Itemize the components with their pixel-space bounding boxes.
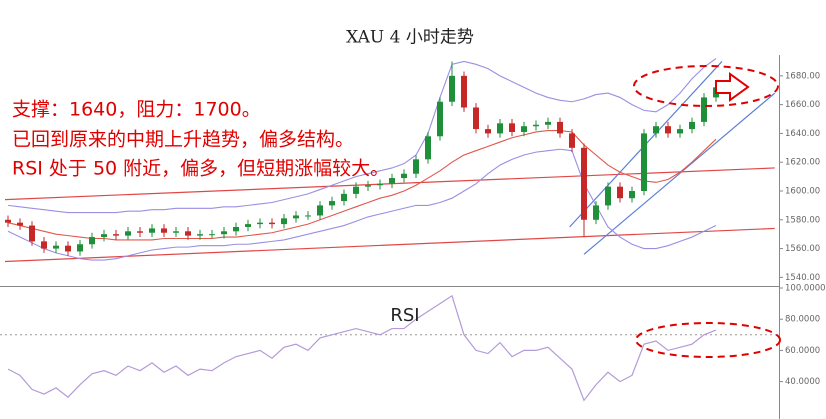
candle-body (569, 133, 575, 148)
chart-title: XAU 4 小时走势 (346, 28, 474, 48)
y-tick-label: 1560.00 (785, 244, 820, 254)
candle-body (77, 244, 83, 252)
candle-body (461, 75, 467, 108)
rsi-line (7, 294, 717, 402)
candle-body (401, 173, 407, 179)
candle-body (533, 124, 539, 127)
candle-body (185, 231, 191, 236)
candle-body (413, 159, 419, 174)
candle-body (17, 222, 23, 226)
y-tick-label: 1680.00 (785, 71, 820, 81)
rsi-panel: 40.0000 60.0000 80.0000 100.0000 (0, 284, 826, 402)
y-tick-label: 80.0000 (785, 315, 820, 325)
candle-body (425, 136, 431, 160)
candle-body (41, 241, 47, 249)
y-tick-label: 1540.00 (785, 273, 820, 283)
candle-body (269, 222, 275, 225)
trend-line (4, 227, 775, 263)
candle-body (497, 123, 503, 134)
candle-body (665, 126, 671, 134)
candle-body (473, 107, 479, 130)
highlight-ellipse (635, 322, 781, 358)
candle-body (389, 178, 395, 184)
candle-body (5, 219, 11, 223)
arrow (715, 72, 750, 102)
y-tick-label: 40.0000 (785, 377, 820, 387)
candle-body (221, 231, 227, 235)
candle-body (305, 215, 311, 217)
overlay-line (7, 129, 717, 241)
candle-body (689, 121, 695, 130)
candle-body (353, 186, 359, 194)
candle-body (209, 234, 215, 236)
candle-body (341, 193, 347, 202)
candle-body (317, 205, 323, 216)
candle-body (197, 234, 203, 236)
candle-body (557, 121, 563, 134)
candle-body (113, 234, 119, 236)
annotation: RSI 处于 50 附近，偏多，但短期涨幅较大。 (12, 158, 389, 180)
candle-body (161, 228, 167, 233)
candle-body (677, 129, 683, 134)
candle-body (245, 224, 251, 227)
candle-body (233, 226, 239, 232)
candle-body (701, 97, 707, 122)
candle-body (485, 129, 491, 134)
candle-body (29, 225, 35, 242)
candle-body (293, 215, 299, 219)
candle-body (509, 123, 515, 132)
y-tick-label: 1640.00 (785, 129, 820, 139)
candle-body (53, 245, 59, 249)
candle-body (641, 133, 647, 191)
candle-body (281, 218, 287, 225)
candle-body (137, 231, 143, 233)
y-tick-label: 100.0000 (785, 284, 826, 294)
candle-body (149, 228, 155, 233)
candle-body (257, 222, 263, 225)
candle-body (65, 245, 71, 252)
annotation: 支撑：1640，阻力：1700。 (12, 99, 261, 121)
candle-body (653, 126, 659, 134)
candle-body (449, 75, 455, 102)
candle-body (365, 185, 371, 187)
candle-body (173, 231, 179, 233)
candle-body (437, 101, 443, 137)
candle-body (581, 147, 587, 220)
candle-body (545, 121, 551, 125)
y-tick-label: 60.0000 (785, 346, 820, 356)
candle-body (125, 231, 131, 236)
candle-body (89, 237, 95, 245)
candle-body (521, 126, 527, 132)
candle-body (617, 186, 623, 199)
annotation: 已回到原来的中期上升趋势，偏多结构。 (12, 129, 354, 151)
highlight-ellipse (633, 65, 779, 107)
price-panel: 1540.00 1560.00 1580.00 1600.00 1620.00 1640.… (4, 58, 820, 283)
overlay-line (7, 58, 717, 214)
y-tick-label: 1620.00 (785, 158, 820, 168)
candle-body (101, 234, 107, 238)
candle-body (593, 205, 599, 220)
candle-body (605, 186, 611, 206)
rsi-label: RSI (390, 305, 419, 326)
candle-body (377, 183, 383, 186)
candle-body (329, 201, 335, 206)
trend-line (583, 92, 776, 255)
candle-body (629, 190, 635, 199)
y-tick-label: 1660.00 (785, 100, 820, 110)
y-tick-label: 1580.00 (785, 215, 820, 225)
y-tick-label: 1600.00 (785, 186, 820, 196)
